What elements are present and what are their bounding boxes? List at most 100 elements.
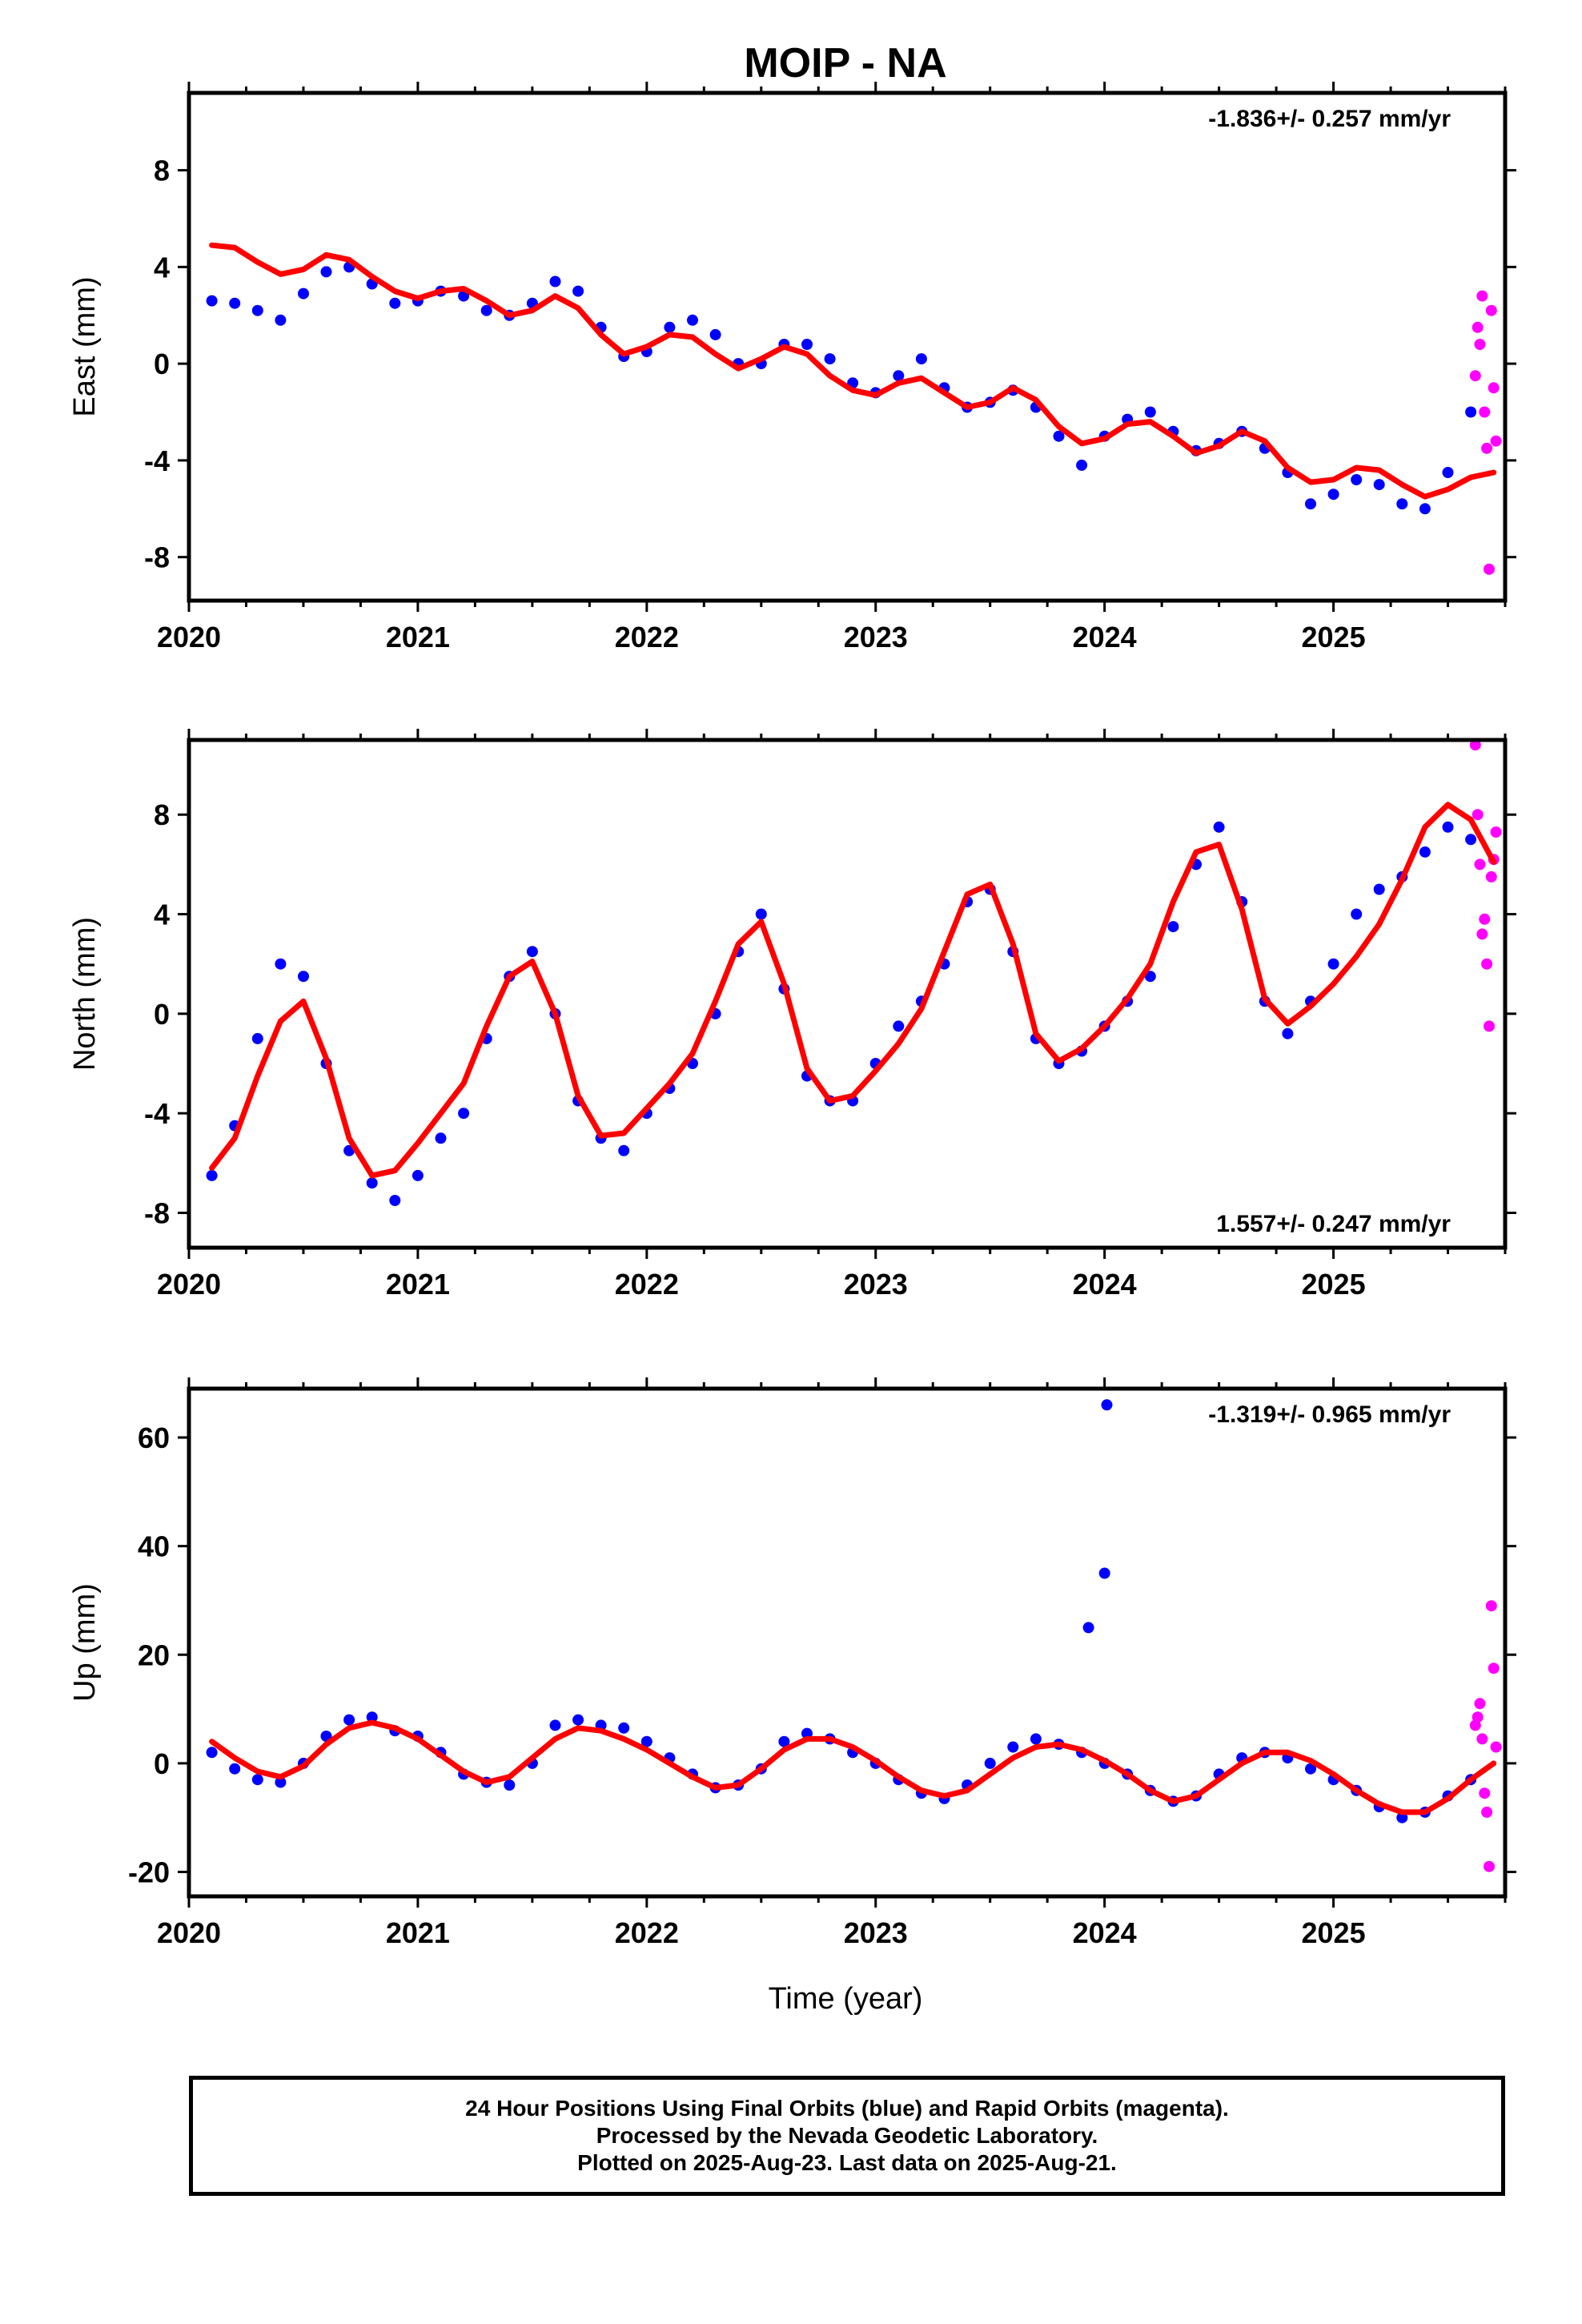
panel-north-series-final-orbits-point [1373,883,1385,895]
panel-up-series-final-orbits-point [366,1711,378,1723]
panel-east-series-final-orbits-point [1076,459,1088,471]
panel-north-series-final-orbits-point [412,1169,424,1181]
panel-east-x-tick-label: 2022 [615,621,679,653]
panel-east-rate-label: -1.836+/- 0.257 mm/yr [1208,106,1451,132]
panel-east-series-rapid-orbits-point [1469,370,1481,382]
panel-up-rate-label: -1.319+/- 0.965 mm/yr [1208,1401,1451,1428]
panel-up-series-final-orbits-point [206,1747,218,1759]
panel-north-series-final-orbits-point [1213,821,1225,833]
panel-up-series-final-orbits-point [618,1722,630,1734]
panel-north-series-final-orbits-point [1419,846,1431,858]
panel-up-series-final-orbits-point [504,1779,516,1791]
panel-north-series-final-orbits-point [1167,921,1179,933]
panel-up-series-final-orbits-point [1101,1399,1113,1411]
footer-line-2: Processed by the Nevada Geodetic Laborat… [596,2123,1098,2148]
panel-north-series-final-orbits-point [1327,958,1339,970]
panel-north-x-tick-label: 2021 [386,1268,450,1301]
panel-east-y-axis-label: East (mm) [68,276,102,416]
panel-east-series-final-orbits-point [1442,467,1454,478]
panel-east-series-final-orbits-point [1305,498,1316,510]
panel-east-series-rapid-orbits-point [1479,406,1491,418]
panel-east-plot-area [206,242,1502,575]
panel-north-x-tick-label: 2025 [1302,1268,1366,1301]
panel-north-y-tick-label: 0 [154,998,170,1031]
panel-up-series-final-orbits-point [984,1757,996,1769]
panel-north-y-tick-label: -8 [144,1196,170,1229]
panel-east-series-final-orbits-point [1351,474,1363,485]
panel-north-series-rapid-orbits [1469,740,1502,1032]
panel-north-y-tick-label: -4 [144,1097,170,1130]
panel-north-series-rapid-orbits-point [1479,913,1491,925]
panel-east-series-rapid-orbits-point [1481,442,1493,454]
footer-line-1: 24 Hour Positions Using Final Orbits (bl… [465,2096,1229,2121]
panel-north-plot-area [206,740,1502,1206]
panel-up-series-final-orbits-point [1082,1622,1094,1634]
panel-east-x-tick-label: 2025 [1302,621,1366,653]
panel-up-series-rapid-orbits-point [1476,1733,1488,1745]
panel-up-series-final-orbits-point [343,1714,355,1726]
panel-east-series-rapid-orbits-point [1484,563,1495,575]
panel-north-rate-label: 1.557+/- 0.247 mm/yr [1216,1211,1451,1237]
panel-up-y-tick-label: 0 [154,1747,170,1780]
panel-up-x-tick-label: 2025 [1302,1916,1366,1949]
panel-up-series-final-orbits-point [251,1774,263,1786]
panel-east-series-final-orbits-point [1419,503,1431,515]
panel-north-series-rapid-orbits-point [1476,928,1488,940]
panel-north: 2020 2021 2022 2023 2024 2025 8 4 0 -4 -8 North (mm… [68,729,1516,1301]
panel-up-series-final-orbits [206,1399,1477,1823]
panel-north-series-final-orbits-point [755,908,767,920]
panel-up: 2020 2021 2022 2023 2024 2025 60 40 20 0 -20 Up (mm… [68,1377,1516,1949]
panel-east-series-final-orbits-point [320,266,332,278]
panel-north-series-final-orbits [206,821,1477,1206]
panel-east-series-final-orbits-point [572,285,584,297]
panel-up-y-tick-label: 60 [138,1421,170,1454]
panel-east-x-tick-label: 2020 [157,621,221,653]
panel-north-x-tick-label: 2024 [1073,1268,1137,1301]
panel-north-series-final-orbits-point [251,1032,263,1044]
panel-east-series-final-orbits-point [1465,406,1477,418]
panel-east-y-tick-label: -8 [144,541,170,574]
panel-east-series-final-orbits-point [1396,498,1408,510]
panel-east-series-final-orbits-point [915,353,927,365]
panel-up-series-final-orbits-point [1098,1567,1110,1579]
panel-north-series-rapid-orbits-point [1484,1020,1495,1032]
panel-east-series-final-orbits-point [664,321,676,333]
panel-east-series-final-orbits-point [229,297,241,309]
panel-east: 2020 2021 2022 2023 2024 2025 8 4 0 -4 -8 East (mm)… [68,82,1516,653]
panel-north-series-final-orbits-point [366,1177,378,1189]
panel-up-series-final-orbits-point [572,1714,584,1726]
x-axis-label: Time (year) [769,1982,923,2016]
panel-up-x-tick-label: 2022 [615,1916,679,1949]
panel-north-x-tick-label: 2022 [615,1268,679,1301]
panel-up-series-rapid-orbits-point [1479,1787,1491,1799]
panel-east-series-rapid-orbits-point [1472,321,1484,333]
panel-east-series-rapid-orbits-point [1490,435,1502,447]
panel-east-y-tick-label: 8 [154,155,170,187]
panel-north-x-tick-label: 2020 [157,1268,221,1301]
panel-north-series-rapid-orbits-point [1472,809,1484,821]
panel-east-x-tick-label: 2021 [386,621,450,653]
panel-north-series-final-orbits-point [526,946,538,958]
panel-east-y-tick-label: 4 [154,251,170,283]
panel-east-series-rapid-orbits-point [1474,339,1486,350]
panel-up-series-rapid-orbits-point [1472,1711,1484,1723]
panel-north-series-final-orbits-point [1282,1027,1294,1039]
panel-east-series-rapid-orbits [1469,290,1502,575]
panel-up-x-tick-label: 2023 [844,1916,908,1949]
panel-up-y-tick-label: 40 [138,1530,170,1563]
panel-up-series-final-orbits-point [549,1719,561,1731]
panel-north-x-tick-label: 2023 [844,1268,908,1301]
panel-north-series-final-orbits-point [435,1132,447,1144]
panel-east-series-final-orbits-point [275,314,287,326]
panel-up-series-final-orbits-point [1007,1741,1019,1753]
panel-north-series-final-orbits-point [389,1195,401,1206]
panel-up-series-rapid-orbits-point [1490,1741,1502,1753]
panel-east-series-final-orbits-point [1053,430,1065,442]
panel-east-series-rapid-orbits-point [1488,382,1500,394]
panel-east-series-final-orbits-point [389,297,401,309]
panel-up-x-tick-label: 2020 [157,1916,221,1949]
panel-up-y-tick-label: 20 [138,1638,170,1671]
panel-east-series-final-orbits-point [709,328,721,340]
panel-up-series-rapid-orbits-point [1488,1663,1500,1675]
panel-up-series-rapid-orbits-point [1485,1600,1497,1612]
